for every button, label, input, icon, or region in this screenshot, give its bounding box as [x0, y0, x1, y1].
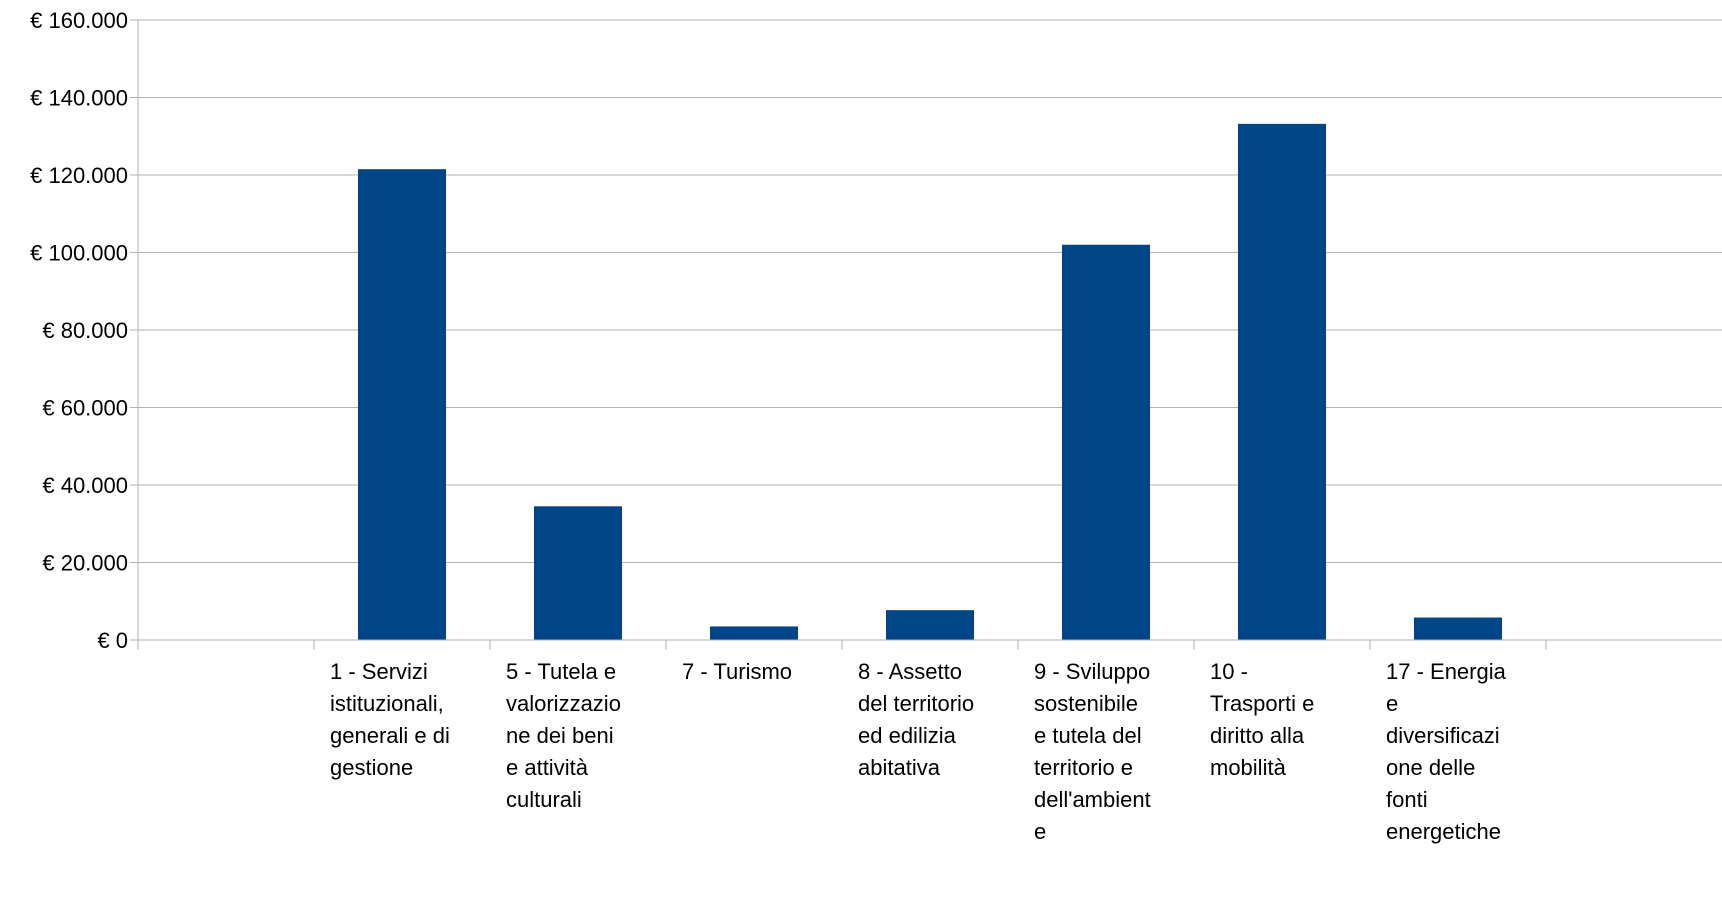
- x-tick-label-line: 17 - Energia: [1386, 659, 1506, 684]
- x-tick-label-line: 9 - Sviluppo: [1034, 659, 1151, 684]
- x-tick-label-line: diritto alla: [1210, 723, 1305, 748]
- x-tick-label-line: e attività: [506, 755, 588, 780]
- bar: [886, 610, 974, 640]
- x-tick-label-line: e: [1034, 819, 1047, 844]
- x-tick-label-line: culturali: [506, 787, 582, 812]
- x-tick-label-line: 5 - Tutela e: [506, 659, 617, 684]
- x-tick-label-line: 7 - Turismo: [682, 659, 793, 684]
- y-tick-label: € 140.000: [30, 86, 128, 111]
- x-tick-label: 7 - Turismo: [682, 656, 822, 688]
- x-tick-label: 1 - Servizi istituzionali, generali e di ge…: [330, 656, 470, 784]
- x-tick-label-line: 8 - Assetto: [858, 659, 962, 684]
- y-tick-label: € 100.000: [30, 241, 128, 266]
- x-tick-label: 8 - Assetto del territorio ed edilizia abit…: [858, 656, 998, 784]
- y-tick-label: € 0: [97, 628, 128, 653]
- x-tick-label-line: ed edilizia: [858, 723, 956, 748]
- x-tick-label-line: sostenibile: [1034, 691, 1138, 716]
- x-tick-label-line: Trasporti e: [1210, 691, 1315, 716]
- bar: [710, 626, 798, 640]
- x-tick-label-line: energetiche: [1386, 819, 1501, 844]
- x-tick-label: 17 - Energia e diversificazi one delle fonti…: [1386, 656, 1526, 848]
- x-tick-label-line: fonti: [1386, 787, 1428, 812]
- x-tick-label-line: dell'ambient: [1034, 787, 1151, 812]
- y-tick-label: € 20.000: [42, 551, 128, 576]
- x-tick-label-line: one delle: [1386, 755, 1476, 780]
- x-tick-label-line: istituzionali,: [330, 691, 444, 716]
- bar: [1238, 123, 1326, 641]
- y-tick-label: € 120.000: [30, 163, 128, 188]
- x-tick-label-line: e tutela del: [1034, 723, 1142, 748]
- bars: [358, 123, 1502, 641]
- y-tick-label: € 160.000: [30, 8, 128, 33]
- x-tick-label-line: e: [1386, 691, 1399, 716]
- bar: [358, 169, 446, 640]
- x-tick-label-line: ne dei beni: [506, 723, 614, 748]
- x-tick-label-line: del territorio: [858, 691, 975, 716]
- bar: [1414, 617, 1502, 640]
- x-tick-label-line: mobilità: [1210, 755, 1286, 780]
- y-axis-ticks: € 0 € 20.000 € 40.000 € 60.000 € 80.000 € 100…: [30, 8, 138, 653]
- x-tick-label-line: territorio e: [1034, 755, 1134, 780]
- x-tick-label-line: abitativa: [858, 755, 940, 780]
- x-tick-label-line: generali e di: [330, 723, 450, 748]
- x-tick-label: 10 - Trasporti e diritto alla mobilità: [1210, 656, 1350, 784]
- x-tick-label-line: diversificazi: [1386, 723, 1500, 748]
- x-tick-label: 9 - Sviluppo sostenibile e tutela del terri…: [1034, 656, 1174, 848]
- x-tick-label-line: 1 - Servizi: [330, 659, 428, 684]
- x-tick-label-line: gestione: [330, 755, 414, 780]
- x-tick-label-line: valorizzazio: [506, 691, 621, 716]
- bar: [1062, 244, 1150, 640]
- y-tick-label: € 40.000: [42, 473, 128, 498]
- axes: [137, 20, 1722, 650]
- bar: [534, 506, 622, 640]
- x-tick-label: 5 - Tutela e valorizzazio ne dei beni e att…: [506, 656, 646, 816]
- y-tick-label: € 60.000: [42, 396, 128, 421]
- y-tick-label: € 80.000: [42, 318, 128, 343]
- x-tick-label-line: 10 -: [1210, 659, 1248, 684]
